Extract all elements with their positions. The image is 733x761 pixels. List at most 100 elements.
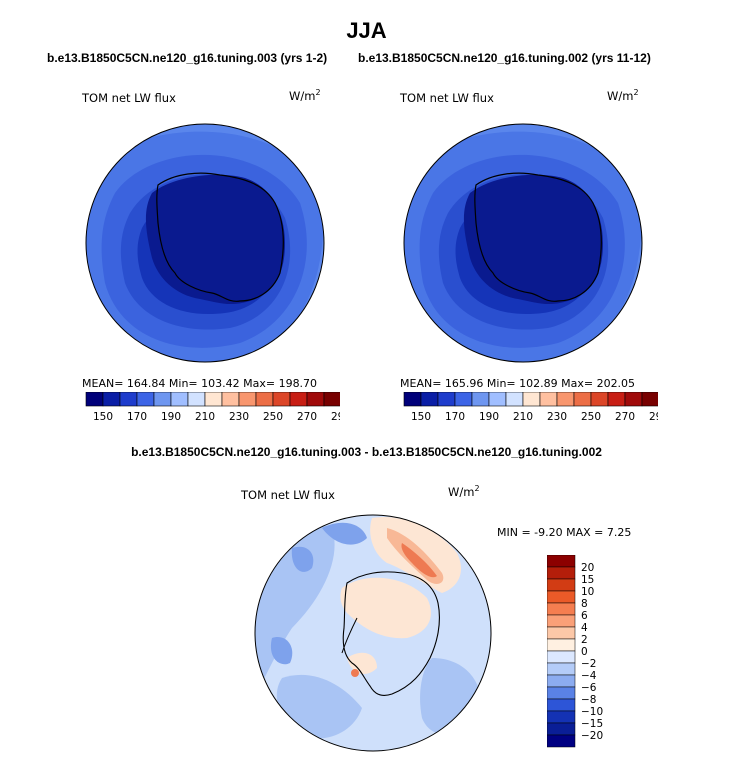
- right-variable-label: TOM net LW flux: [400, 91, 494, 105]
- case-left-title: b.e13.B1850C5CN.ne120_g16.tuning.003 (yr…: [47, 51, 328, 65]
- right-colorbar-boxes: [403, 392, 658, 407]
- left-units-label: W/m2: [289, 88, 321, 103]
- right-colorbar-label: 170: [445, 411, 465, 423]
- diff-colorbar-box: [547, 710, 576, 724]
- left-colorbar-box: [136, 392, 155, 407]
- diff-colorbar-box: [547, 566, 576, 580]
- right-colorbar-label: 270: [615, 411, 635, 423]
- right-colorbar-box: [403, 392, 422, 407]
- left-variable-label: TOM net LW flux: [82, 91, 176, 105]
- right-colorbar-label: 290: [649, 411, 658, 423]
- left-colorbar-box: [221, 392, 240, 407]
- right-colorbar-label: 230: [547, 411, 567, 423]
- left-colorbar-box: [272, 392, 291, 407]
- diff-colorbar-label: 6: [581, 610, 588, 622]
- right-colorbar-box: [573, 392, 592, 407]
- left-colorbar-label: 270: [297, 411, 317, 423]
- left-colorbar-box: [306, 392, 325, 407]
- diff-colorbar-label: 20: [581, 562, 594, 574]
- left-colorbar-boxes: [85, 392, 340, 407]
- right-colorbar-box: [556, 392, 575, 407]
- diff-colorbar-label: 15: [581, 574, 594, 586]
- right-colorbar-label: 250: [581, 411, 601, 423]
- diff-colorbar-box: [547, 650, 576, 664]
- right-colorbar-box: [641, 392, 658, 407]
- diff-colorbar-box: [547, 734, 576, 748]
- diff-colorbar-label: −8: [581, 694, 596, 706]
- diff-colorbar-box: [547, 674, 576, 688]
- diff-variable-label: TOM net LW flux: [241, 488, 335, 502]
- diff-colorbar-label: 8: [581, 598, 588, 610]
- left-colorbar-box: [238, 392, 257, 407]
- diff-colorbar-box: [547, 614, 576, 628]
- diff-colorbar-label: −20: [581, 730, 603, 742]
- left-colorbar-label: 190: [161, 411, 181, 423]
- left-colorbar-label: 150: [93, 411, 113, 423]
- diff-colorbar-boxes: [547, 555, 576, 748]
- left-colorbar-box: [153, 392, 172, 407]
- diff-colorbar-label: −4: [581, 670, 597, 682]
- right-colorbar-box: [522, 392, 541, 407]
- right-colorbar-box: [590, 392, 609, 407]
- diff-colorbar-label: 0: [581, 646, 588, 658]
- difference-polar-map: [254, 514, 492, 752]
- left-colorbar-labels: 150 170 190 210 230 250 270 290: [93, 411, 340, 423]
- diff-colorbar-box: [547, 578, 576, 592]
- diff-colorbar-box: [547, 722, 576, 736]
- left-stats: MEAN= 164.84 Min= 103.42 Max= 198.70: [82, 377, 318, 390]
- right-colorbar-box: [539, 392, 558, 407]
- left-colorbar-box: [187, 392, 206, 407]
- diff-colorbar-label: −15: [581, 718, 603, 730]
- left-colorbar-label: 290: [331, 411, 340, 423]
- diff-colorbar-box: [547, 590, 576, 604]
- right-colorbar-box: [471, 392, 490, 407]
- diff-colorbar-box: [547, 662, 576, 676]
- diff-colorbar-label: −6: [581, 682, 597, 694]
- right-colorbar-box: [607, 392, 626, 407]
- diff-units-label: W/m2: [448, 484, 480, 499]
- diff-colorbar-box: [547, 698, 576, 712]
- left-colorbar-label: 230: [229, 411, 249, 423]
- right-colorbar-box: [437, 392, 456, 407]
- left-colorbar-box: [85, 392, 104, 407]
- right-colorbar-label: 150: [411, 411, 431, 423]
- diff-colorbar-label: 4: [581, 622, 588, 634]
- diff-colorbar-box: [547, 686, 576, 700]
- right-polar-map: [403, 123, 643, 363]
- diff-colorbar-label: −10: [581, 706, 603, 718]
- left-colorbar-box: [204, 392, 223, 407]
- diff-colorbar-box: [547, 602, 576, 616]
- right-colorbar: 150 170 190 210 230 250 270 290: [403, 392, 658, 423]
- right-colorbar-box: [454, 392, 473, 407]
- right-colorbar-box: [488, 392, 507, 407]
- right-colorbar-labels: 150 170 190 210 230 250 270 290: [411, 411, 658, 423]
- left-colorbar-box: [119, 392, 138, 407]
- left-colorbar-label: 170: [127, 411, 147, 423]
- right-colorbar-box: [624, 392, 643, 407]
- right-colorbar-label: 190: [479, 411, 499, 423]
- season-title: JJA: [346, 18, 387, 43]
- left-colorbar-box: [170, 392, 189, 407]
- diff-colorbar-label: −2: [581, 658, 596, 670]
- left-colorbar-box: [323, 392, 340, 407]
- diff-colorbar-box: [547, 638, 576, 652]
- diff-colorbar-label: 2: [581, 634, 588, 646]
- right-colorbar-label: 210: [513, 411, 533, 423]
- left-colorbar-label: 250: [263, 411, 283, 423]
- left-colorbar: 150 170 190 210 230 250 270 290: [85, 392, 340, 423]
- diff-colorbar-label: 10: [581, 586, 594, 598]
- right-colorbar-box: [505, 392, 524, 407]
- diff-colorbar-box: [547, 555, 576, 568]
- left-colorbar-box: [102, 392, 121, 407]
- left-colorbar-label: 210: [195, 411, 215, 423]
- right-colorbar-box: [420, 392, 439, 407]
- right-stats: MEAN= 165.96 Min= 102.89 Max= 202.05: [400, 377, 636, 390]
- diff-colorbar-box: [547, 626, 576, 640]
- difference-title: b.e13.B1850C5CN.ne120_g16.tuning.003 - b…: [131, 445, 602, 459]
- left-colorbar-box: [255, 392, 274, 407]
- right-units-label: W/m2: [607, 88, 639, 103]
- left-colorbar-box: [289, 392, 308, 407]
- case-right-title: b.e13.B1850C5CN.ne120_g16.tuning.002 (yr…: [358, 51, 651, 65]
